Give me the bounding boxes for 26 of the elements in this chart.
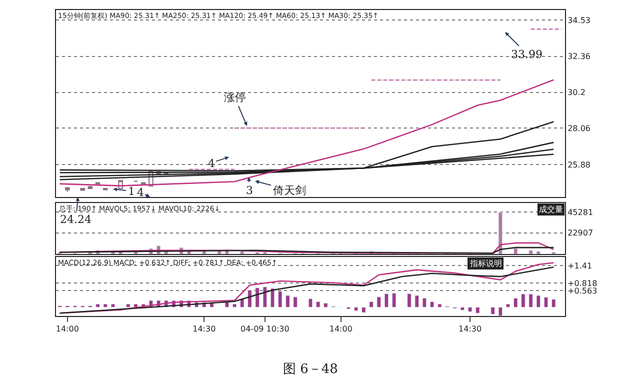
- annotation: 24.24: [60, 213, 92, 226]
- annotation: 倚天剑: [273, 184, 306, 197]
- caption: 图 6－48: [283, 362, 338, 377]
- annotation: 成交量: [539, 205, 563, 214]
- y-tick-label: +1.41: [568, 261, 592, 270]
- annotation: 涨停: [224, 91, 246, 104]
- annotation: 1: [128, 185, 135, 198]
- annotation: 4: [137, 186, 144, 199]
- x-tick-label: 14:30: [458, 324, 482, 334]
- y-tick-label: +0.563: [568, 286, 598, 296]
- annotation: 33.99: [511, 48, 542, 61]
- x-tick-label: 14:00: [329, 324, 352, 334]
- y-tick-label: 32.36: [568, 52, 591, 62]
- y-tick-label: 45281: [568, 208, 594, 217]
- y-tick-label: 25.88: [568, 160, 591, 170]
- x-tick-label: 04-09 10:30: [240, 324, 290, 334]
- y-tick-label: 28.06: [568, 124, 591, 133]
- annotation: 4: [208, 157, 215, 170]
- annotation: 指标说明: [469, 259, 502, 268]
- y-tick-label: 34.53: [568, 16, 591, 25]
- y-tick-label: +0.818: [568, 278, 598, 288]
- annotation: 3: [246, 184, 253, 197]
- y-tick-label: 22907: [568, 228, 594, 238]
- x-tick-label: 14:30: [192, 324, 216, 334]
- x-tick-label: 14:00: [56, 324, 79, 334]
- y-tick-label: 30.2: [568, 88, 586, 98]
